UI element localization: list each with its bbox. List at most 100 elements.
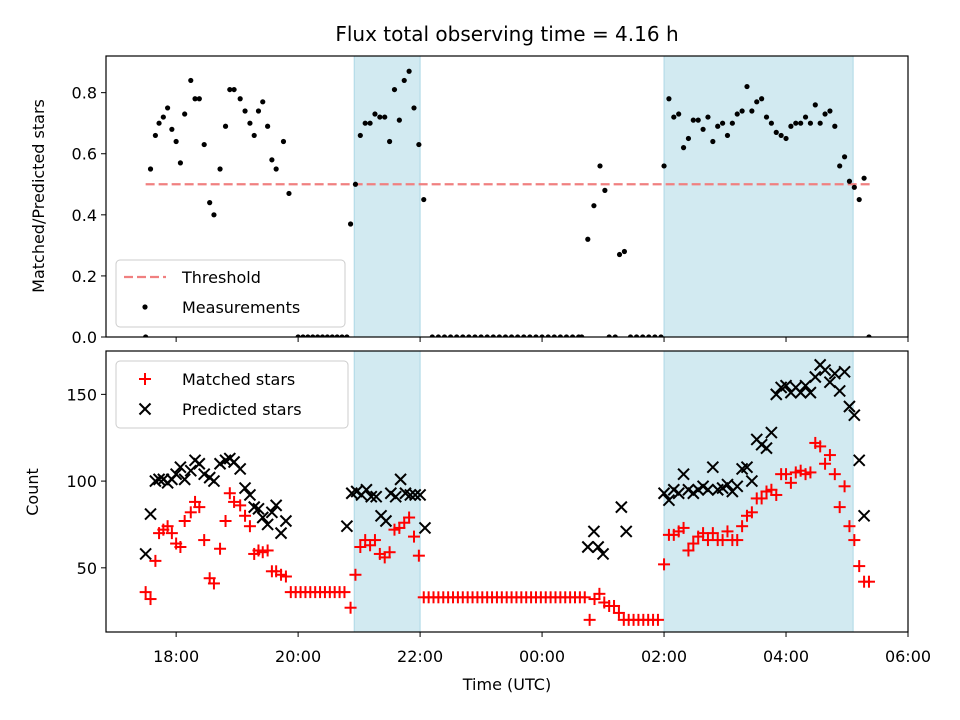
point-1-0-26 [261, 544, 274, 557]
point-0-0-128 [807, 120, 814, 126]
point-1-1-16 [213, 457, 227, 470]
point-0-0-7 [173, 138, 179, 145]
point-1-1-72 [745, 474, 759, 488]
observing-window-0-1 [663, 56, 854, 337]
point-0-0-94 [640, 334, 646, 337]
point-0-0-72 [515, 334, 521, 337]
point-0-0-63 [460, 334, 466, 337]
point-1-1-31 [340, 519, 354, 533]
point-1-1-39 [379, 514, 393, 528]
legend-top: Threshold Measurements [115, 259, 346, 328]
point-0-0-106 [700, 126, 706, 132]
point-1-0-30 [279, 570, 292, 583]
point-1-1-7 [169, 467, 183, 481]
point-0-0-17 [222, 123, 229, 129]
legend-threshold-label: Threshold [181, 268, 261, 287]
point-0-0-8 [177, 160, 184, 166]
point-1-0-91 [578, 591, 591, 604]
point-1-0-43 [344, 601, 357, 614]
point-0-0-90 [616, 251, 623, 258]
point-0-0-111 [724, 132, 731, 139]
point-0-0-88 [606, 334, 612, 337]
point-1-0-2 [149, 554, 162, 567]
point-1-0-10 [184, 506, 197, 519]
point-0-0-58 [429, 334, 435, 337]
point-0-0-135 [841, 154, 848, 160]
point-1-1-57 [672, 487, 685, 500]
point-0-0-138 [856, 196, 862, 203]
point-0-0-79 [557, 334, 563, 337]
point-1-1-12 [193, 457, 206, 470]
point-0-0-101 [676, 111, 682, 117]
point-0-0-85 [591, 203, 597, 209]
point-0-0-91 [621, 248, 628, 255]
point-0-0-122 [778, 132, 784, 139]
point-1-1-76 [765, 426, 778, 439]
point-1-1-0 [139, 547, 152, 561]
point-0-0-107 [705, 114, 711, 120]
point-0-0-50 [386, 138, 393, 145]
x-tick-label-4: 02:00 [641, 647, 687, 666]
point-1-0-45 [354, 541, 367, 554]
point-0-0-5 [164, 105, 171, 111]
point-1-0-56 [407, 530, 420, 543]
point-0-0-2 [152, 132, 159, 139]
point-0-0-92 [627, 334, 634, 337]
point-1-1-82 [794, 386, 807, 399]
point-1-1-55 [662, 493, 676, 507]
y-tick-label-0-2: 0.4 [72, 206, 97, 225]
point-1-0-111 [677, 521, 690, 534]
point-1-1-64 [706, 461, 720, 474]
point-0-0-73 [521, 334, 527, 337]
point-0-0-116 [749, 108, 755, 114]
point-0-0-38 [329, 334, 335, 337]
point-0-0-43 [352, 181, 359, 187]
point-0-0-26 [265, 123, 271, 129]
top-panel: 0.0 0.2 0.4 0.6 0.8 Threshold Measurements [72, 55, 909, 347]
point-0-0-136 [846, 178, 853, 184]
point-0-0-78 [551, 334, 557, 337]
point-1-1-36 [365, 490, 378, 503]
point-0-0-62 [454, 334, 460, 337]
point-1-0-21 [239, 509, 252, 522]
point-1-1-88 [823, 376, 837, 389]
point-0-0-132 [827, 108, 833, 114]
point-0-0-75 [533, 334, 539, 337]
point-0-0-35 [315, 334, 321, 337]
point-1-0-132 [780, 468, 793, 481]
point-0-0-59 [435, 334, 441, 337]
chart-title: Flux total observing time = 4.16 h [335, 22, 678, 46]
point-0-0-37 [324, 334, 330, 337]
point-0-0-70 [502, 334, 509, 337]
point-0-0-123 [783, 135, 789, 142]
point-0-0-97 [658, 334, 664, 337]
point-1-1-44 [404, 488, 417, 502]
observing-window-0-0 [353, 56, 421, 337]
point-1-1-20 [233, 462, 247, 476]
point-0-0-130 [817, 120, 823, 126]
point-0-0-89 [612, 334, 618, 337]
point-1-1-45 [409, 488, 422, 502]
point-1-1-69 [731, 480, 744, 493]
point-1-0-16 [214, 542, 227, 555]
series-1-0 [139, 436, 875, 626]
point-1-1-3 [152, 473, 166, 486]
point-0-0-53 [401, 77, 407, 84]
point-0-0-120 [768, 120, 774, 126]
y-tick-label-0-4: 0.8 [72, 84, 97, 103]
point-1-0-94 [593, 587, 606, 600]
point-0-0-103 [685, 135, 692, 142]
point-1-1-46 [413, 488, 427, 502]
point-0-0-54 [406, 68, 412, 74]
point-0-0-0 [143, 334, 149, 337]
point-0-0-117 [754, 99, 760, 105]
point-0-0-46 [367, 120, 373, 126]
legend-predicted-label: Predicted stars [182, 400, 302, 419]
point-1-0-9 [178, 514, 191, 527]
point-1-1-26 [261, 518, 274, 531]
point-0-0-45 [362, 120, 368, 126]
point-1-0-13 [198, 534, 211, 547]
point-1-1-71 [740, 461, 754, 474]
point-0-0-109 [715, 123, 721, 129]
